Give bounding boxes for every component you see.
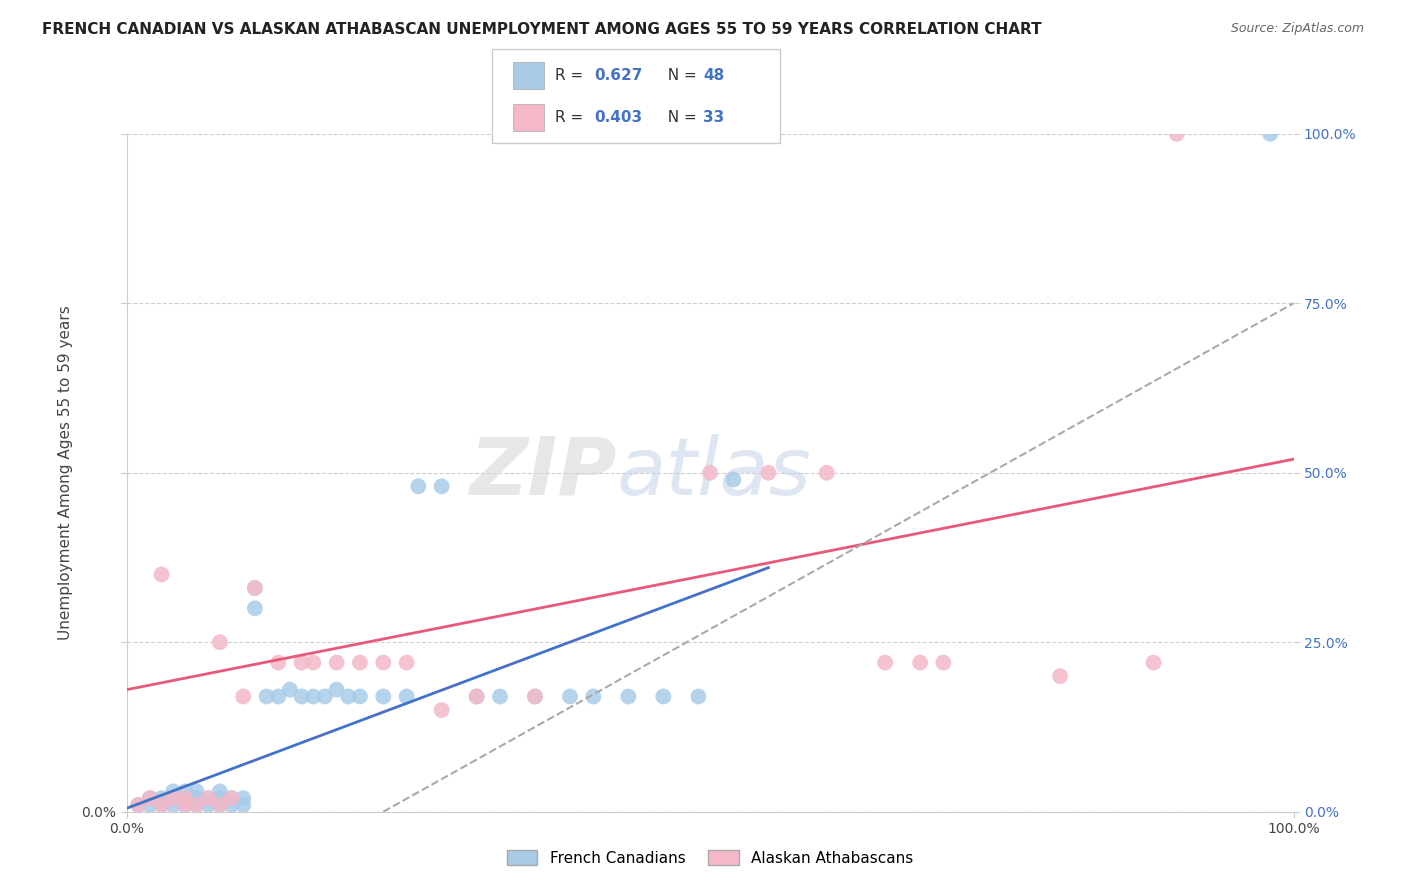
Point — [174, 791, 197, 805]
Point — [208, 791, 231, 805]
Point — [150, 791, 173, 805]
Point — [290, 656, 312, 670]
Text: R =: R = — [555, 69, 589, 83]
Point — [162, 791, 184, 805]
Point — [139, 791, 162, 805]
Point — [174, 791, 197, 805]
Point — [221, 791, 243, 805]
Point — [349, 656, 371, 670]
Point — [243, 581, 266, 595]
Point — [267, 690, 290, 704]
Point — [395, 656, 418, 670]
Point — [174, 797, 197, 812]
Point — [267, 656, 290, 670]
Point — [186, 791, 208, 805]
Text: N =: N = — [658, 111, 702, 125]
Point — [243, 601, 266, 615]
Point — [430, 703, 453, 717]
Point — [1049, 669, 1071, 683]
Point — [232, 690, 254, 704]
Point — [815, 466, 838, 480]
Point — [1166, 127, 1188, 141]
Point — [325, 682, 347, 697]
Point — [337, 690, 360, 704]
Point — [465, 690, 488, 704]
Point — [208, 635, 231, 649]
Point — [523, 690, 546, 704]
Text: 0.403: 0.403 — [595, 111, 643, 125]
Point — [430, 479, 453, 493]
Text: 33: 33 — [703, 111, 724, 125]
Point — [523, 690, 546, 704]
Point — [256, 690, 278, 704]
Point — [302, 690, 325, 704]
Point — [558, 690, 581, 704]
Point — [232, 797, 254, 812]
Text: FRENCH CANADIAN VS ALASKAN ATHABASCAN UNEMPLOYMENT AMONG AGES 55 TO 59 YEARS COR: FRENCH CANADIAN VS ALASKAN ATHABASCAN UN… — [42, 22, 1042, 37]
Point — [908, 656, 931, 670]
Point — [373, 690, 395, 704]
Point — [174, 797, 197, 812]
Point — [139, 797, 162, 812]
Point — [489, 690, 512, 704]
Y-axis label: Unemployment Among Ages 55 to 59 years: Unemployment Among Ages 55 to 59 years — [58, 305, 73, 640]
Text: Source: ZipAtlas.com: Source: ZipAtlas.com — [1230, 22, 1364, 36]
Point — [582, 690, 605, 704]
Text: ZIP: ZIP — [470, 434, 617, 512]
Text: 48: 48 — [703, 69, 724, 83]
Point — [162, 797, 184, 812]
Point — [208, 797, 231, 812]
Point — [349, 690, 371, 704]
Text: N =: N = — [658, 69, 702, 83]
Point — [932, 656, 955, 670]
Point — [150, 797, 173, 812]
Point — [221, 791, 243, 805]
Point — [688, 690, 710, 704]
Point — [232, 791, 254, 805]
Point — [127, 797, 149, 812]
Point — [373, 656, 395, 670]
Point — [617, 690, 640, 704]
Point — [221, 797, 243, 812]
Point — [186, 797, 208, 812]
Point — [139, 791, 162, 805]
Point — [208, 784, 231, 798]
Point — [723, 473, 745, 487]
Point — [325, 656, 347, 670]
Text: atlas: atlas — [617, 434, 811, 512]
Point — [314, 690, 336, 704]
Point — [652, 690, 675, 704]
Point — [278, 682, 301, 697]
Point — [395, 690, 418, 704]
Text: R =: R = — [555, 111, 589, 125]
Point — [699, 466, 721, 480]
Point — [756, 466, 779, 480]
Point — [186, 784, 208, 798]
Point — [875, 656, 897, 670]
Point — [290, 690, 312, 704]
Point — [408, 479, 430, 493]
Point — [243, 581, 266, 595]
Point — [1142, 656, 1164, 670]
Point — [1258, 127, 1281, 141]
Point — [197, 791, 219, 805]
Point — [208, 797, 231, 812]
Point — [150, 797, 173, 812]
Point — [197, 797, 219, 812]
Point — [150, 567, 173, 582]
Point — [465, 690, 488, 704]
Point — [302, 656, 325, 670]
Point — [127, 797, 149, 812]
Point — [162, 791, 184, 805]
Point — [174, 784, 197, 798]
Point — [162, 784, 184, 798]
Legend: French Canadians, Alaskan Athabascans: French Canadians, Alaskan Athabascans — [501, 844, 920, 871]
Point — [197, 791, 219, 805]
Point — [186, 797, 208, 812]
Text: 0.627: 0.627 — [595, 69, 643, 83]
